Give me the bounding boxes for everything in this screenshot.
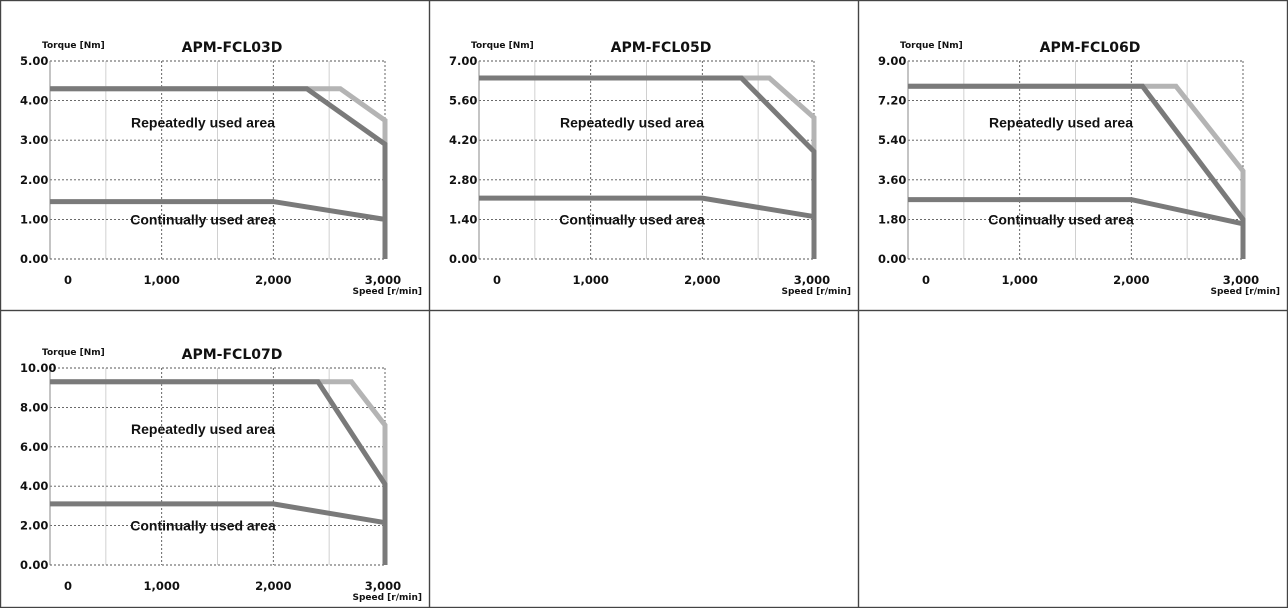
x-axis-label: Speed [r/min]	[352, 287, 422, 297]
y-tick-label: 1.40	[449, 212, 477, 226]
annotation-continual-area: Continually used area	[130, 518, 276, 534]
x-axis-label: Speed [r/min]	[1210, 287, 1280, 297]
x-tick-label: 3,000	[365, 579, 401, 593]
y-tick-label: 0.00	[449, 252, 477, 266]
y-axis-label: Torque [Nm]	[471, 41, 534, 51]
torque-chart-apm-fcl06d: 0.00 1.80 3.60 5.40 7.20 9.00 0 1,000 2,000 3,000…	[858, 0, 1288, 311]
y-tick-label: 0.00	[20, 252, 48, 266]
y-tick-label: 3.00	[20, 133, 48, 147]
x-tick-label: 1,000	[143, 579, 179, 593]
x-tick-label: 2,000	[1113, 273, 1149, 287]
y-tick-label: 5.40	[878, 133, 906, 147]
annotation-repeated-area: Repeatedly used area	[131, 114, 275, 130]
chart-title: APM-FCL03D	[182, 40, 283, 56]
x-tick-label: 1,000	[572, 273, 608, 287]
y-tick-label: 3.60	[878, 173, 906, 187]
x-tick-label: 2,000	[255, 273, 291, 287]
y-tick-label: 10.00	[20, 361, 56, 375]
y-tick-label: 0.00	[878, 252, 906, 266]
series-line-3	[50, 199, 386, 222]
annotation-repeated-area: Repeatedly used area	[131, 421, 275, 437]
y-tick-label: 7.20	[878, 94, 906, 108]
series-line-2	[50, 379, 388, 565]
x-tick-label: 0	[64, 579, 72, 593]
x-tick-label: 2,000	[255, 579, 291, 593]
torque-chart-apm-fcl03d: 0.00 1.00 2.00 3.00 4.00 5.00 0 1,000 2,000 3,000…	[0, 0, 430, 311]
x-tick-label: 1,000	[143, 273, 179, 287]
y-tick-label: 8.00	[20, 400, 48, 414]
annotation-repeated-area: Repeatedly used area	[989, 114, 1133, 130]
series-line-3	[908, 197, 1244, 227]
series-line-2	[50, 86, 388, 259]
y-axis-label: Torque [Nm]	[42, 348, 105, 358]
annotation-repeated-area: Repeatedly used area	[560, 114, 704, 130]
annotation-continual-area: Continually used area	[130, 211, 276, 227]
x-axis-label: Speed [r/min]	[781, 287, 851, 297]
series-line-2	[479, 75, 817, 259]
y-tick-label: 5.00	[20, 54, 48, 68]
y-tick-label: 4.00	[20, 479, 48, 493]
chart-title: APM-FCL05D	[611, 40, 712, 56]
y-tick-label: 0.00	[20, 558, 48, 572]
series-line-3	[50, 501, 386, 526]
y-axis-label: Torque [Nm]	[900, 41, 963, 51]
chart-title: APM-FCL06D	[1040, 40, 1141, 56]
y-tick-label: 6.00	[20, 440, 48, 454]
y-tick-label: 4.00	[20, 94, 48, 108]
y-tick-label: 1.00	[20, 212, 48, 226]
y-tick-label: 2.80	[449, 173, 477, 187]
chart-title: APM-FCL07D	[182, 347, 283, 363]
empty-cell	[429, 310, 859, 608]
series-line-3	[479, 195, 815, 220]
annotation-continual-area: Continually used area	[988, 211, 1134, 227]
y-tick-label: 2.00	[20, 519, 48, 533]
x-tick-label: 0	[493, 273, 501, 287]
y-tick-label: 5.60	[449, 94, 477, 108]
empty-cell	[858, 310, 1288, 608]
series-line-2	[908, 83, 1246, 259]
y-tick-label: 4.20	[449, 133, 477, 147]
x-tick-label: 1,000	[1001, 273, 1037, 287]
y-axis-label: Torque [Nm]	[42, 41, 105, 51]
x-axis-label: Speed [r/min]	[352, 593, 422, 603]
x-tick-label: 3,000	[1223, 273, 1259, 287]
x-tick-label: 0	[922, 273, 930, 287]
y-tick-label: 2.00	[20, 173, 48, 187]
cell-border	[429, 310, 859, 608]
y-tick-label: 7.00	[449, 54, 477, 68]
annotation-continual-area: Continually used area	[559, 211, 705, 227]
x-tick-label: 0	[64, 273, 72, 287]
cell-border	[858, 310, 1288, 608]
y-tick-label: 9.00	[878, 54, 906, 68]
y-tick-label: 1.80	[878, 212, 906, 226]
x-tick-label: 3,000	[365, 273, 401, 287]
x-tick-label: 2,000	[684, 273, 720, 287]
x-tick-label: 3,000	[794, 273, 830, 287]
torque-chart-apm-fcl07d: 0.00 2.00 4.00 6.00 8.00 10.00 0 1,000 2,000 3,00…	[0, 310, 430, 608]
torque-chart-apm-fcl05d: 0.00 1.40 2.80 4.20 5.60 7.00 0 1,000 2,000 3,000…	[429, 0, 859, 311]
